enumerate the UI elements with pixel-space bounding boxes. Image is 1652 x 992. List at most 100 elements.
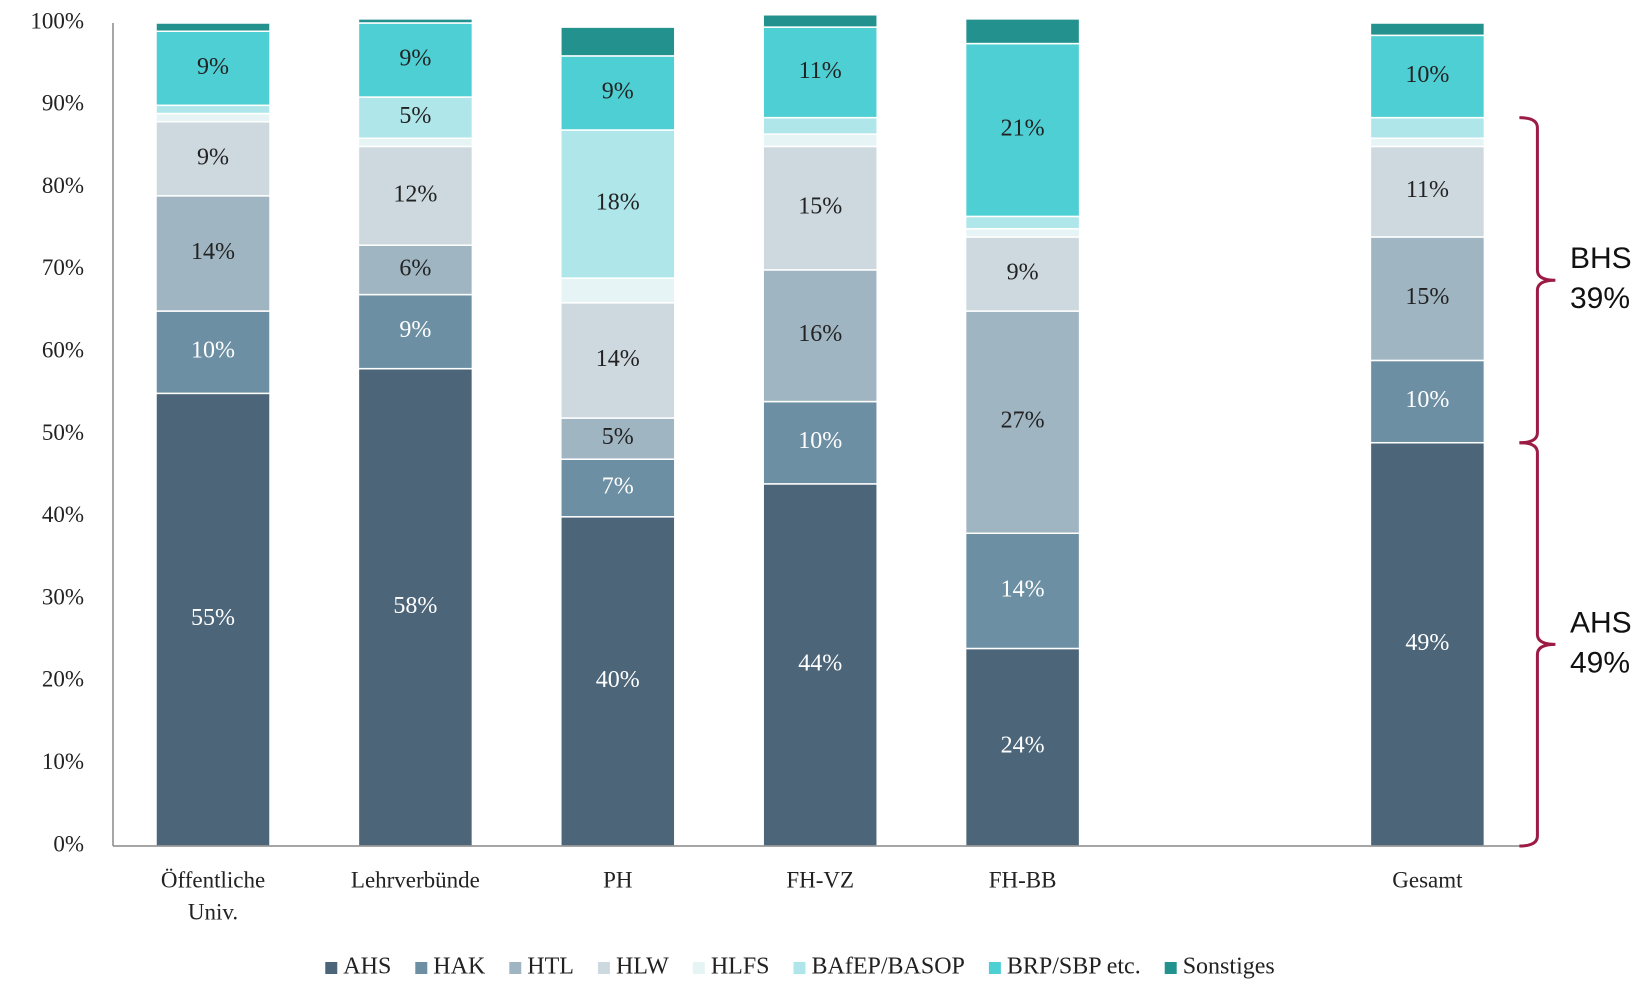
bar-segment — [357, 367, 474, 847]
data-label: 6% — [399, 255, 431, 281]
bar-segment — [762, 116, 878, 135]
bar-segment — [155, 22, 271, 32]
data-label: 49% — [1405, 630, 1449, 656]
x-tick-label: PH — [603, 867, 632, 892]
legend-label: HAK — [433, 954, 486, 980]
bar-segment — [155, 121, 271, 197]
y-tick-label: 10% — [42, 749, 84, 774]
bar-segment — [560, 55, 676, 131]
bar-segment — [155, 30, 271, 107]
data-label: 27% — [1001, 408, 1045, 434]
legend-swatch — [793, 962, 806, 974]
bar-segment — [560, 302, 676, 419]
bar-segment — [1369, 441, 1486, 847]
legend-label: Sonstiges — [1183, 954, 1275, 980]
y-tick-label: 50% — [42, 420, 84, 445]
y-tick-label: 80% — [42, 173, 84, 198]
data-label: 11% — [799, 58, 842, 84]
data-label: 15% — [798, 194, 842, 220]
y-tick-label: 20% — [42, 667, 84, 692]
bar-segment — [357, 145, 474, 246]
bar-segment — [560, 458, 676, 518]
data-label: 9% — [399, 46, 431, 72]
bar-segment — [155, 112, 271, 123]
y-tick-label: 100% — [30, 8, 84, 33]
data-label: 40% — [596, 667, 640, 693]
data-label: 10% — [191, 338, 235, 364]
y-tick-label: 60% — [42, 337, 84, 362]
y-tick-label: 90% — [42, 91, 84, 116]
data-label: 44% — [798, 650, 842, 676]
bar-segment — [357, 18, 474, 24]
legend-swatch — [597, 962, 610, 974]
legend-label: BAfEP/BASOP — [812, 954, 965, 980]
data-label: 55% — [191, 605, 235, 631]
data-label: 58% — [393, 593, 437, 619]
bar-segment — [1369, 116, 1486, 139]
data-label: 9% — [197, 54, 229, 80]
data-label: 12% — [393, 181, 437, 207]
data-label: 10% — [1405, 387, 1449, 413]
data-label: 9% — [1007, 260, 1039, 286]
data-label: 5% — [602, 424, 634, 450]
bar-segment — [964, 532, 1081, 650]
data-label: 21% — [1001, 115, 1045, 141]
bar-segment — [762, 269, 878, 403]
data-label: 16% — [798, 321, 842, 347]
data-label: 9% — [197, 144, 229, 170]
x-tick-label: Gesamt — [1392, 867, 1463, 892]
bar-segment — [964, 228, 1081, 238]
bar-segment — [155, 104, 271, 115]
bar-segment — [1369, 359, 1486, 444]
bar-segment — [357, 22, 474, 98]
bar-segment — [762, 133, 878, 148]
bar-segment — [964, 18, 1081, 45]
x-tick-label: Univ. — [188, 899, 238, 924]
bar-segment — [1369, 236, 1486, 362]
data-label: 24% — [1001, 733, 1045, 759]
y-tick-label: 30% — [42, 584, 84, 609]
bar-segment — [964, 310, 1081, 535]
data-label: 14% — [191, 239, 235, 265]
y-tick-label: 0% — [53, 831, 84, 856]
y-tick-label: 70% — [42, 255, 84, 280]
legend-label: AHS — [343, 954, 391, 980]
bar-segment — [762, 400, 878, 485]
x-tick-label: Lehrverbünde — [351, 867, 480, 892]
legend-swatch — [509, 962, 522, 974]
bar-segment — [762, 483, 878, 847]
annotation-label: BHS — [1570, 242, 1632, 275]
y-tick-label: 40% — [42, 502, 84, 527]
data-label: 10% — [1405, 62, 1449, 88]
x-tick-label: FH-VZ — [786, 867, 854, 892]
brace — [1519, 116, 1556, 445]
data-label: 9% — [602, 78, 634, 104]
data-label: 7% — [602, 473, 634, 499]
bar-segment — [357, 293, 474, 370]
bar-segment — [762, 14, 878, 28]
bar-segment — [1369, 34, 1486, 119]
bar-segment — [155, 392, 271, 847]
annotation-value: 49% — [1570, 646, 1630, 679]
legend-label: HLW — [616, 954, 669, 980]
bar-segment — [1369, 137, 1486, 148]
bar-segment — [155, 310, 271, 395]
annotation-label: AHS — [1570, 606, 1632, 639]
bar-segment — [560, 26, 676, 57]
bar-segment — [964, 647, 1081, 847]
legend-swatch — [325, 962, 338, 974]
legend-swatch — [415, 962, 428, 974]
legend-label: HLFS — [711, 954, 770, 980]
bar-segment — [357, 244, 474, 296]
x-tick-label: Öffentliche — [161, 867, 265, 892]
bar-segment — [357, 137, 474, 148]
legend-swatch — [988, 962, 1001, 974]
data-label: 9% — [399, 317, 431, 343]
legend: AHS HAK HTL HLW HLFS BAfEP/BASOP BRP/SBP etc. S… — [325, 954, 1275, 980]
annotation-value: 39% — [1570, 282, 1630, 315]
data-label: 14% — [1001, 576, 1045, 602]
bar-segment — [964, 215, 1081, 230]
bar-segment — [964, 236, 1081, 312]
bar-segment — [357, 96, 474, 139]
brace — [1519, 441, 1556, 848]
